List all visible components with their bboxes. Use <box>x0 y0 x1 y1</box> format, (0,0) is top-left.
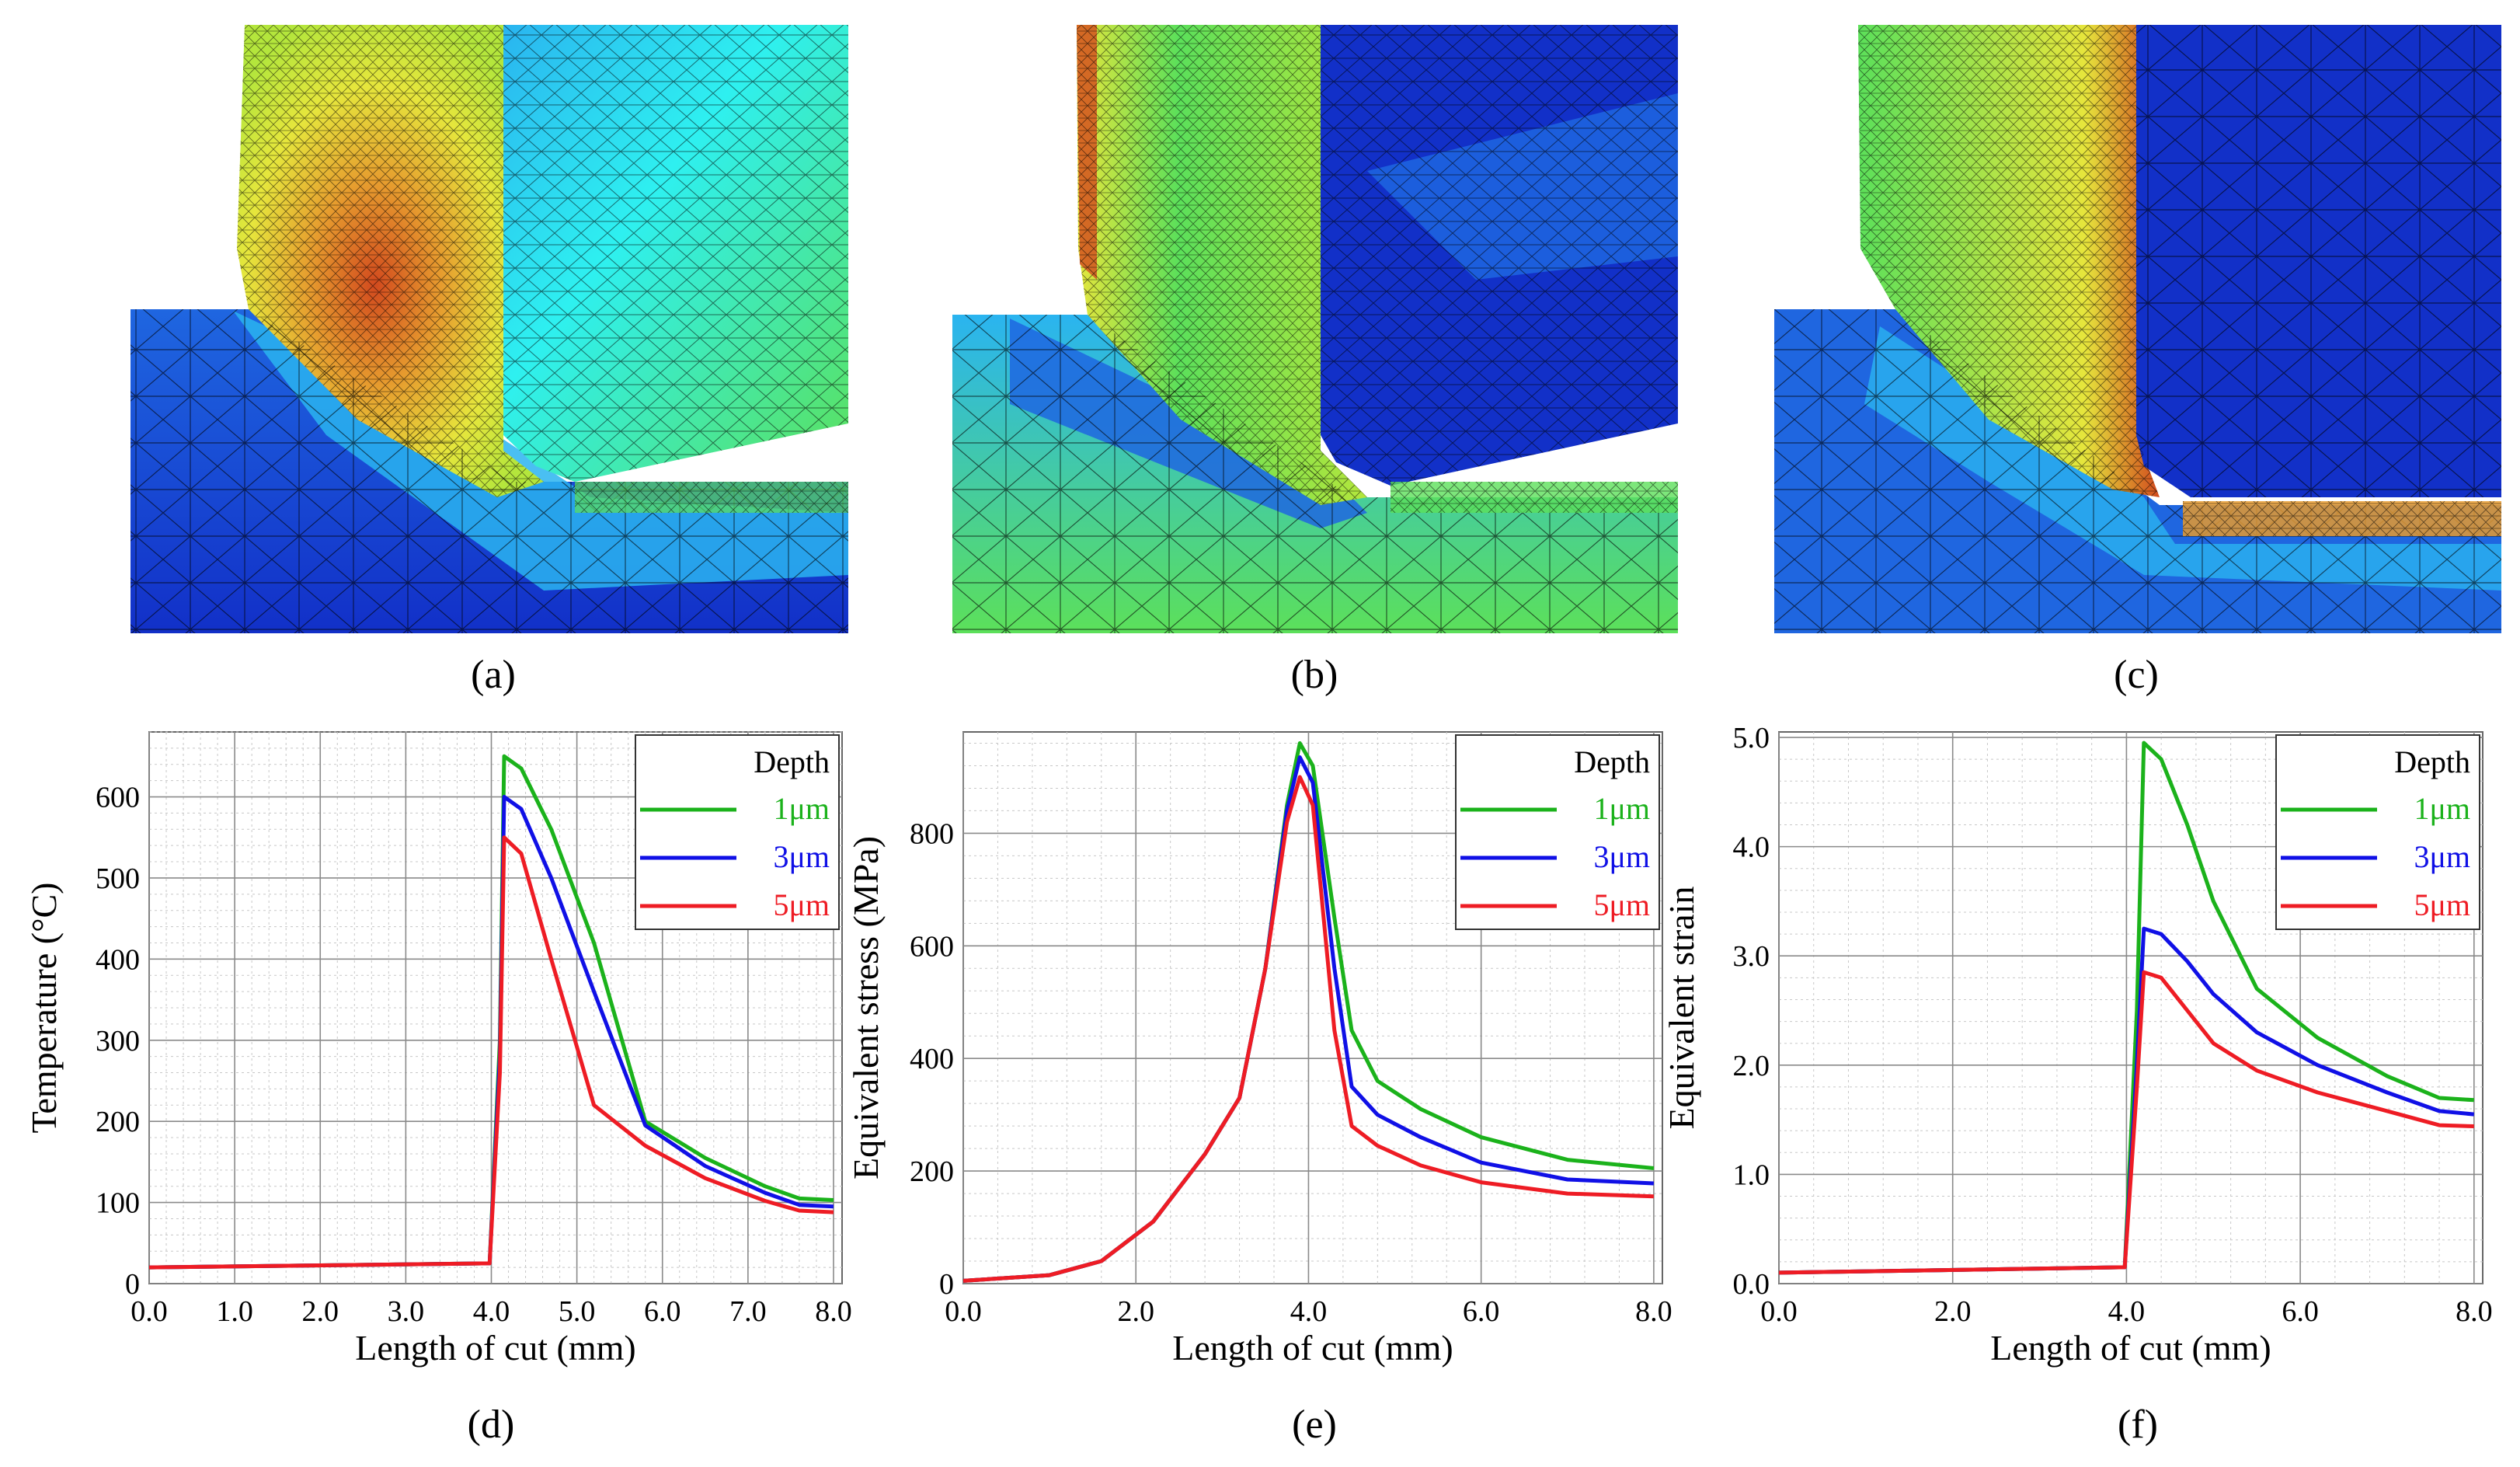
x-tick-label: 4.0 <box>473 1295 510 1328</box>
chart-temperature: 0.0 1.0 2.0 3.0 4.0 5.0 6.0 7.0 8.0 0 100 200 300 400… <box>24 731 852 1368</box>
x-tick-label: 1.0 <box>216 1295 253 1328</box>
x-axis-title: Length of cut (mm) <box>355 1328 636 1368</box>
y-tick-label: 400 <box>910 1043 954 1075</box>
panel-label-b: (b) <box>1291 653 1338 697</box>
chip-mesh-a <box>237 25 544 497</box>
legend-label: 1μm <box>1593 791 1650 826</box>
series-line <box>1778 970 2474 1275</box>
legend-box <box>635 734 840 930</box>
chart-equivalent-stress: 0.0 2.0 4.0 6.0 8.0 0 200 400 600 800 Length of cu… <box>846 731 1672 1368</box>
y-tick-label: 0 <box>939 1268 954 1301</box>
panel-label-e: (e) <box>1292 1403 1337 1447</box>
panel-c-contour <box>1774 25 2501 633</box>
x-axis-title: Length of cut (mm) <box>1990 1328 2271 1368</box>
panel-b-contour <box>952 25 1678 633</box>
legend-label: 5μm <box>773 887 830 922</box>
series-line <box>148 835 834 1270</box>
y-tick-label: 600 <box>910 930 954 963</box>
y-axis-title: Temperature (°C) <box>24 883 64 1134</box>
workpiece-mesh-a <box>131 309 848 633</box>
x-tick-label: 0.0 <box>945 1295 982 1328</box>
x-tick-label: 6.0 <box>2282 1295 2319 1328</box>
x-tick-label: 6.0 <box>644 1295 681 1328</box>
y-tick-label: 0.0 <box>1733 1268 1770 1301</box>
legend-box <box>1455 734 1660 930</box>
y-tick-label: 0 <box>125 1268 140 1301</box>
legend-label: 1μm <box>773 791 830 826</box>
y-tick-label: 100 <box>96 1187 140 1220</box>
y-tick-label: 400 <box>96 943 140 976</box>
y-tick-label: 2.0 <box>1733 1050 1770 1082</box>
y-tick-label: 4.0 <box>1733 831 1770 864</box>
y-tick-label: 1.0 <box>1733 1159 1770 1191</box>
y-tick-label: 800 <box>910 817 954 850</box>
legend-label: 5μm <box>2414 887 2470 922</box>
legend-label: 3μm <box>773 839 830 874</box>
legend-label: 3μm <box>2414 839 2470 874</box>
x-tick-label: 2.0 <box>1117 1295 1154 1328</box>
y-axis-title: Equivalent strain <box>1662 887 1701 1130</box>
panel-label-d: (d) <box>468 1403 515 1447</box>
legend-label: 5μm <box>1593 887 1650 922</box>
panel-label-f: (f) <box>2118 1403 2158 1447</box>
x-tick-label: 0.0 <box>131 1295 168 1328</box>
x-tick-label: 8.0 <box>1635 1295 1672 1328</box>
series-line <box>1778 740 2474 1275</box>
y-tick-label: 200 <box>910 1155 954 1188</box>
x-tick-label: 3.0 <box>388 1295 425 1328</box>
y-tick-label: 200 <box>96 1106 140 1138</box>
x-tick-label: 5.0 <box>559 1295 596 1328</box>
legend-label: 3μm <box>1593 839 1650 874</box>
y-tick-label: 3.0 <box>1733 940 1770 973</box>
y-tick-label: 5.0 <box>1733 722 1770 754</box>
x-tick-label: 2.0 <box>301 1295 339 1328</box>
series-line <box>962 775 1654 1283</box>
legend-label: 1μm <box>2414 791 2470 826</box>
tool-mesh-a <box>503 25 848 482</box>
x-tick-label: 4.0 <box>1290 1295 1328 1328</box>
legend-title: Depth <box>2394 744 2470 779</box>
x-tick-label: 0.0 <box>1760 1295 1798 1328</box>
y-tick-label: 300 <box>96 1025 140 1058</box>
x-tick-label: 4.0 <box>2108 1295 2146 1328</box>
panel-label-a: (a) <box>471 653 516 697</box>
x-tick-label: 8.0 <box>815 1295 852 1328</box>
panel-a-contour <box>131 25 848 633</box>
legend-title: Depth <box>1574 744 1650 779</box>
x-tick-label: 6.0 <box>1463 1295 1500 1328</box>
legend-title: Depth <box>754 744 830 779</box>
y-tick-label: 600 <box>96 782 140 814</box>
x-tick-label: 8.0 <box>2456 1295 2493 1328</box>
legend-box <box>2275 734 2480 930</box>
y-tick-label: 500 <box>96 862 140 895</box>
chart-equivalent-strain: 0.0 2.0 4.0 6.0 8.0 0.0 1.0 2.0 3.0 4.0 5.0 Length … <box>1662 722 2493 1368</box>
x-tick-label: 7.0 <box>729 1295 767 1328</box>
x-axis-title: Length of cut (mm) <box>1172 1328 1453 1368</box>
y-axis-title: Equivalent stress (MPa) <box>846 836 886 1180</box>
panel-label-c: (c) <box>2114 653 2159 697</box>
x-tick-label: 2.0 <box>1934 1295 1972 1328</box>
